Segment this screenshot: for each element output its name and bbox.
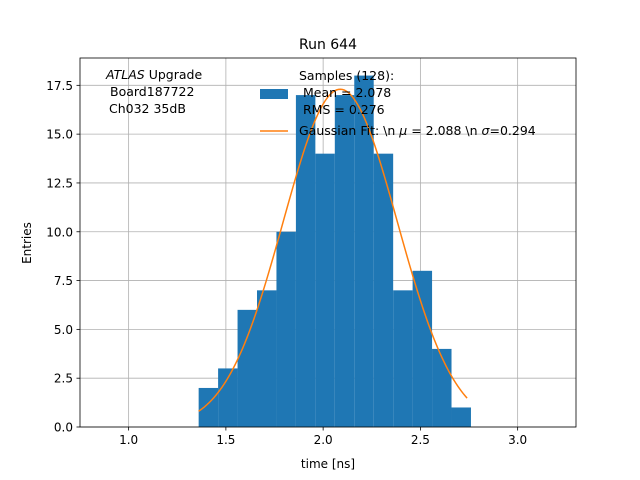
legend-fit-text-2: = 2.088 \n bbox=[407, 123, 481, 138]
chart-title: Run 644 bbox=[299, 37, 357, 53]
annotation-line-2: Board187722 bbox=[110, 84, 194, 99]
legend-histogram-line-2: Mean = 2.078 bbox=[303, 85, 391, 100]
annotation-upgrade: Upgrade bbox=[145, 67, 203, 82]
plot-frame bbox=[79, 57, 577, 428]
x-tick-label: 1.0 bbox=[119, 433, 138, 447]
histogram-bar bbox=[276, 231, 296, 427]
legend: Samples (128): Mean = 2.078 RMS = 0.276 … bbox=[260, 68, 536, 138]
histogram-bars bbox=[198, 75, 471, 428]
gaussian-fit-curve bbox=[198, 88, 468, 412]
histogram-bar bbox=[354, 75, 374, 428]
y-tick-label: 15.0 bbox=[46, 128, 73, 142]
y-tick-label: 5.0 bbox=[54, 323, 73, 337]
annotation-atlas: ATLAS bbox=[105, 67, 145, 82]
x-axis-ticks: 1.0 1.5 2.0 2.5 3.0 bbox=[119, 427, 527, 447]
x-tick-label: 3.0 bbox=[508, 433, 527, 447]
legend-histogram-line-1: Samples (128): bbox=[299, 68, 394, 83]
y-tick-label: 7.5 bbox=[54, 274, 73, 288]
histogram-bar bbox=[432, 348, 452, 427]
histogram-bar bbox=[393, 290, 413, 427]
y-tick-label: 0.0 bbox=[54, 421, 73, 435]
histogram-bar bbox=[334, 95, 355, 427]
x-axis-label: time [ns] bbox=[301, 457, 355, 471]
legend-fit-sigma: σ bbox=[482, 123, 491, 138]
histogram-bar bbox=[315, 153, 335, 427]
atlas-annotation: ATLAS Upgrade Board187722 Ch032 35dB bbox=[105, 67, 202, 116]
histogram-bar bbox=[412, 270, 433, 427]
annotation-line-3: Ch032 35dB bbox=[109, 101, 186, 116]
histogram-bar bbox=[198, 387, 219, 427]
y-tick-label: 2.5 bbox=[54, 372, 73, 386]
x-tick-label: 2.0 bbox=[314, 433, 333, 447]
legend-histogram-line-3: RMS = 0.276 bbox=[303, 102, 385, 117]
legend-fit-mu: μ bbox=[398, 123, 407, 138]
histogram-bar bbox=[451, 407, 471, 427]
legend-fit-text-3: =0.294 bbox=[489, 123, 535, 138]
legend-fit-text-1: Gaussian Fit: \n bbox=[299, 123, 399, 138]
y-axis-label: Entries bbox=[20, 222, 34, 264]
y-tick-label: 10.0 bbox=[46, 225, 73, 239]
histogram-bar bbox=[237, 309, 258, 427]
histogram-bar bbox=[257, 290, 277, 427]
histogram-bar bbox=[218, 368, 238, 427]
histogram-bar bbox=[373, 153, 394, 427]
histogram-bar bbox=[295, 95, 316, 427]
y-tick-label: 17.5 bbox=[46, 79, 73, 93]
legend-fit-label: Gaussian Fit: \n μ = 2.088 \n σ=0.294 bbox=[299, 123, 536, 138]
x-tick-label: 1.5 bbox=[216, 433, 235, 447]
x-tick-label: 2.5 bbox=[411, 433, 430, 447]
annotation-line-1: ATLAS Upgrade bbox=[105, 67, 202, 82]
legend-histogram-swatch bbox=[260, 89, 288, 99]
y-tick-label: 12.5 bbox=[46, 176, 73, 190]
y-axis-ticks: 0.0 2.5 5.0 7.5 10.0 12.5 15.0 17.5 bbox=[46, 79, 80, 435]
